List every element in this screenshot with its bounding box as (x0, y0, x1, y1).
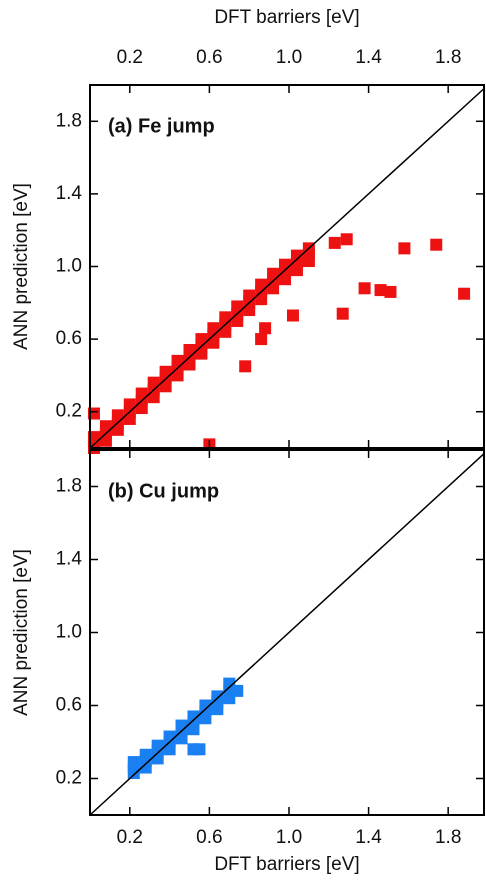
point (199, 699, 212, 712)
point (195, 333, 208, 346)
point (111, 409, 124, 422)
point (123, 412, 136, 425)
point (171, 354, 184, 367)
point (211, 690, 224, 703)
y-tick-label: 1.0 (56, 256, 82, 277)
x-tick-label: 1.8 (435, 827, 461, 848)
x-tick-label: 1.4 (355, 47, 382, 68)
y-tick-label: 1.8 (56, 110, 82, 131)
point (358, 282, 371, 295)
point (123, 398, 136, 411)
point (286, 309, 299, 322)
diagonal (89, 88, 485, 449)
x-tick-label: 0.2 (117, 827, 143, 848)
x-tick-label: 1.0 (276, 47, 302, 68)
panel-title: (b) Cu jump (108, 480, 219, 502)
y-tick-label: 0.2 (56, 768, 82, 789)
point (187, 710, 200, 723)
point (458, 287, 471, 300)
y-tick-label: 0.2 (56, 401, 82, 422)
point (255, 333, 268, 346)
point (139, 748, 152, 761)
point (183, 343, 196, 356)
y-tick-label: 1.0 (56, 622, 82, 643)
point (159, 365, 172, 378)
y-axis-label: ANN prediction [eV] (11, 549, 32, 716)
y-tick-label: 0.6 (56, 328, 82, 349)
x-tick-label: 1.0 (276, 827, 302, 848)
y-tick-label: 1.4 (56, 549, 83, 570)
panel-title: (a) Fe jump (108, 115, 215, 137)
point (127, 756, 140, 769)
x-tick-label: 0.6 (196, 47, 222, 68)
y-axis-label: ANN prediction [eV] (11, 183, 32, 350)
point (163, 730, 176, 743)
x-axis-label: DFT barriers [eV] (214, 854, 359, 875)
point (231, 684, 244, 697)
point (328, 236, 341, 249)
point (279, 258, 292, 271)
point (135, 387, 148, 400)
point (219, 311, 232, 324)
point (239, 360, 252, 373)
point (193, 743, 206, 756)
point (336, 307, 349, 320)
point (267, 267, 280, 280)
point (207, 322, 220, 335)
y-tick-label: 1.4 (56, 183, 83, 204)
point (384, 285, 397, 298)
x-tick-label: 0.2 (117, 47, 143, 68)
x-axis-label: DFT barriers [eV] (214, 7, 359, 28)
point (340, 233, 353, 246)
point (175, 719, 188, 732)
point (151, 739, 164, 752)
y-tick-label: 0.6 (56, 695, 82, 716)
point (430, 238, 443, 251)
point (255, 278, 268, 291)
point (398, 242, 411, 255)
point (147, 376, 160, 389)
diagonal (89, 453, 485, 816)
point (99, 420, 112, 433)
point (231, 300, 244, 313)
point (243, 289, 256, 302)
x-tick-label: 0.6 (196, 827, 222, 848)
x-tick-label: 1.4 (355, 827, 382, 848)
point (259, 322, 272, 335)
x-tick-label: 1.8 (435, 47, 461, 68)
point (290, 249, 303, 262)
point (374, 284, 387, 297)
y-tick-label: 1.8 (56, 476, 82, 497)
